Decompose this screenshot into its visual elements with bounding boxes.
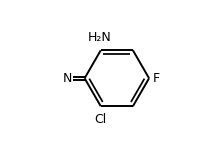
Text: F: F xyxy=(153,72,160,85)
Text: N: N xyxy=(62,72,72,85)
Text: H₂N: H₂N xyxy=(88,31,111,44)
Text: Cl: Cl xyxy=(94,113,106,126)
